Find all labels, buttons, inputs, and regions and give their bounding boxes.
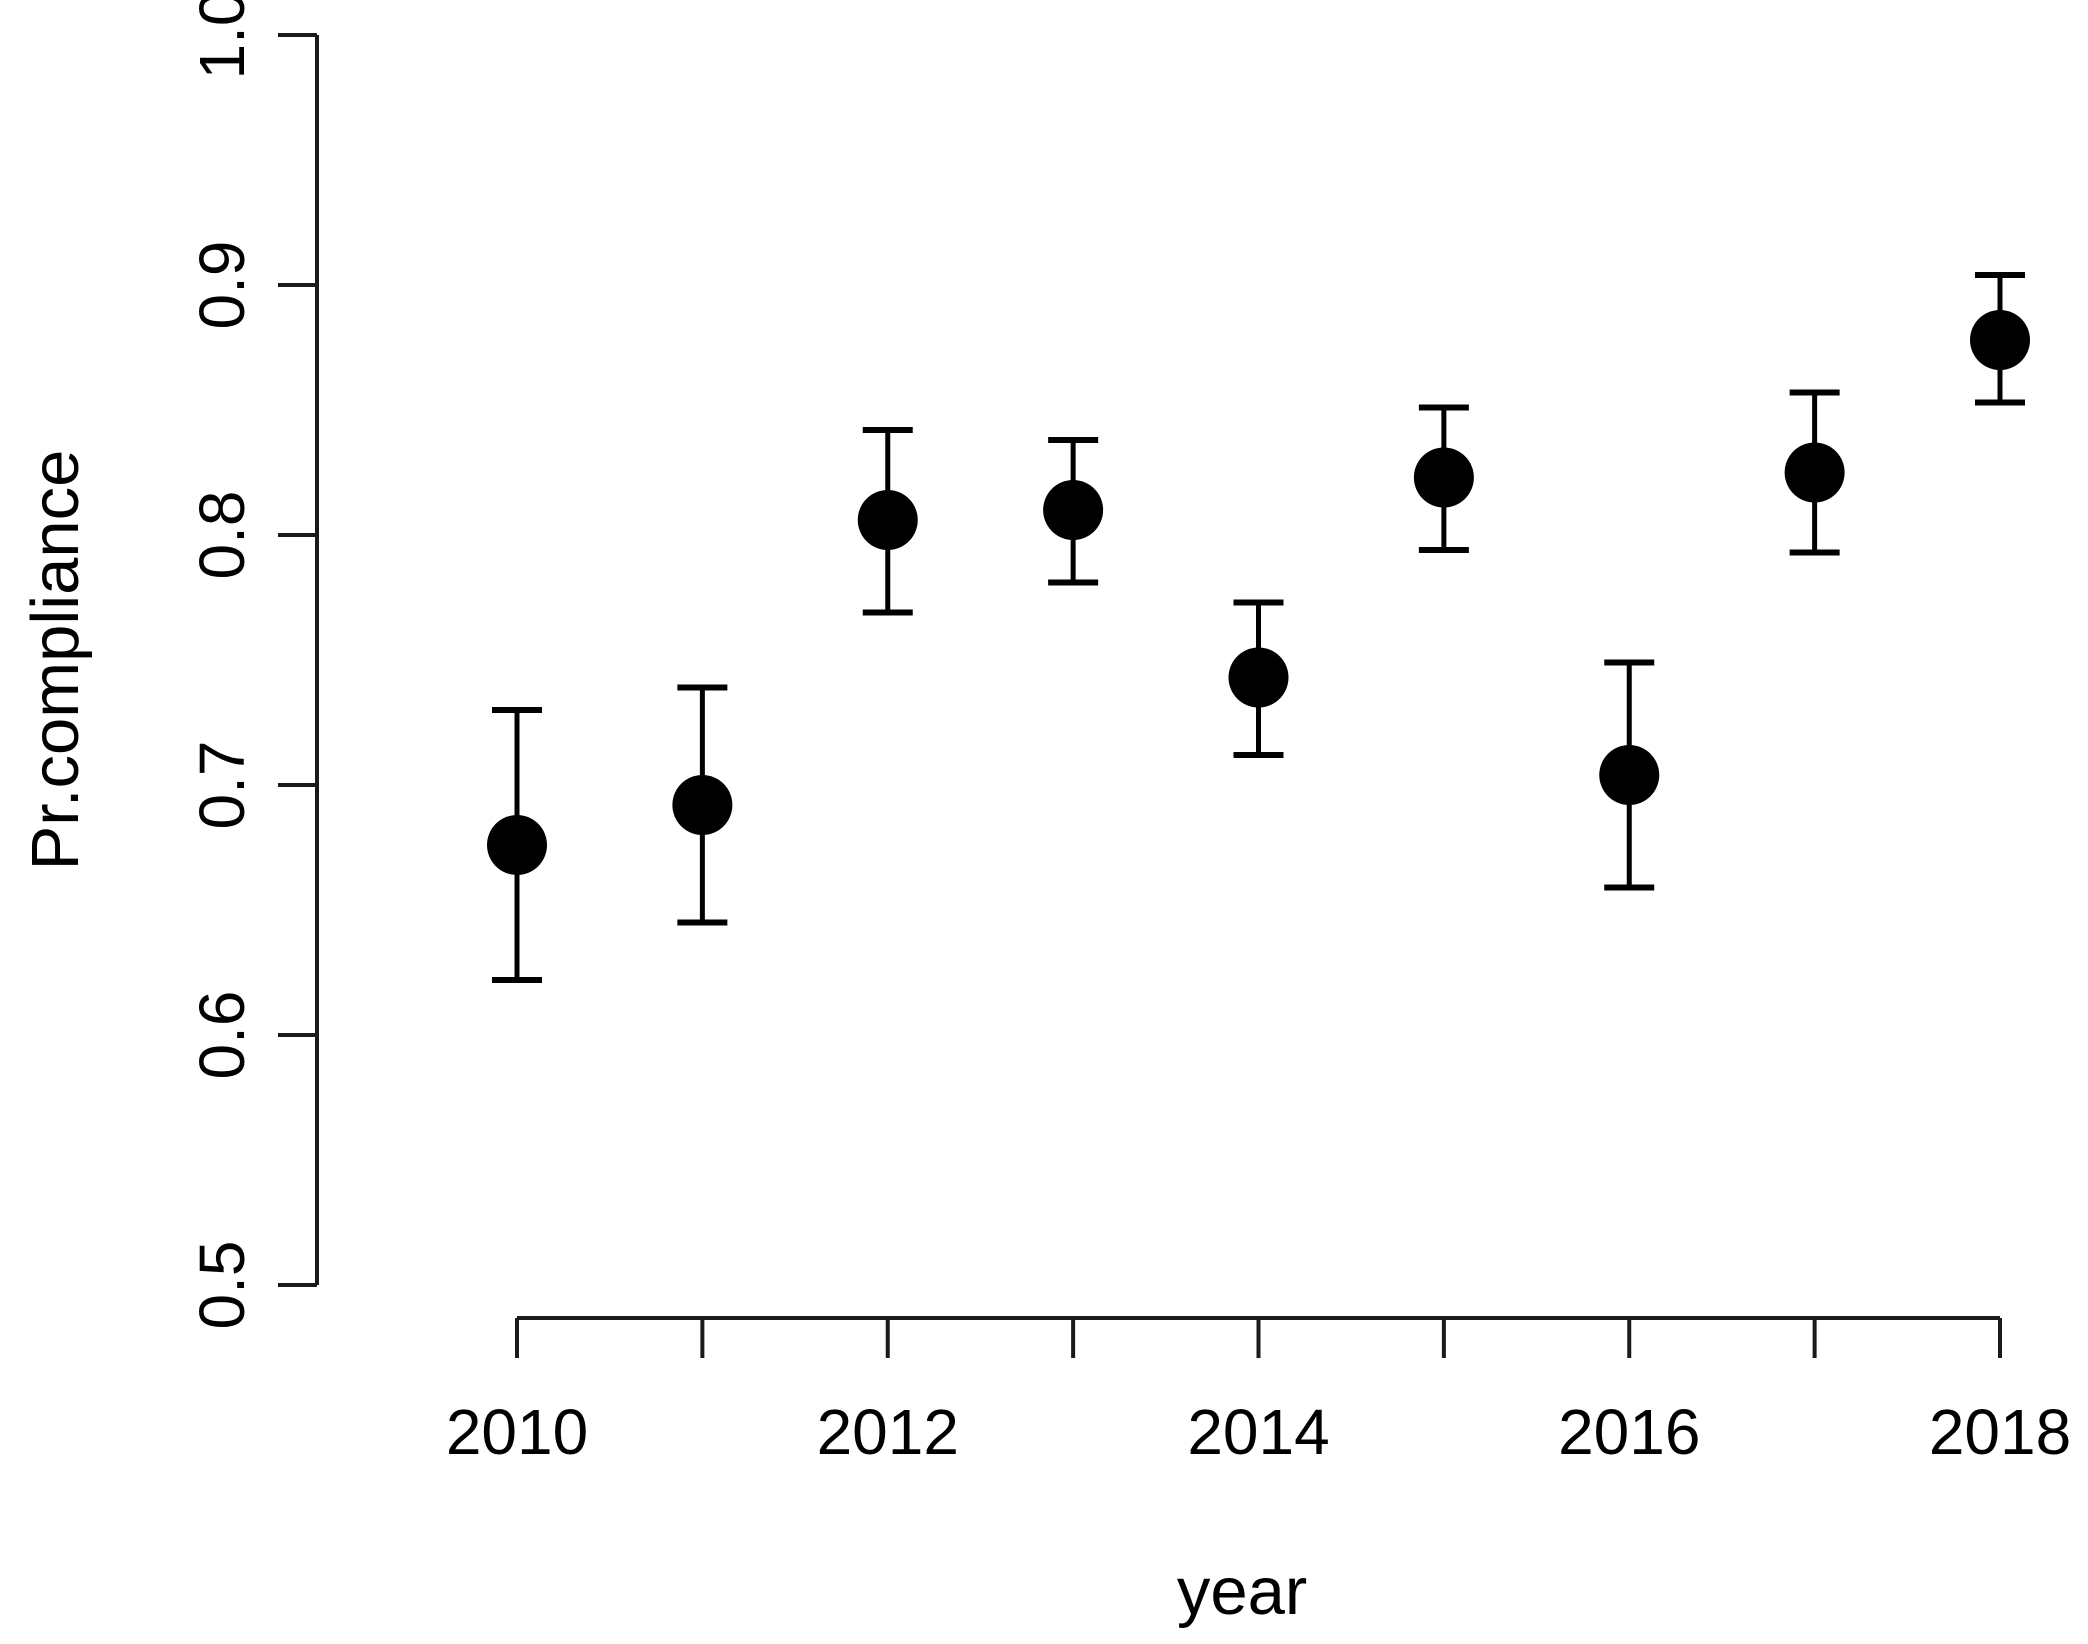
y-tick-label: 1.0 (186, 0, 258, 79)
data-point (1043, 480, 1104, 540)
data-point-group (857, 427, 918, 616)
data-point (1413, 447, 1474, 508)
data-series (487, 272, 2030, 983)
y-tick-label: 0.6 (186, 991, 258, 1080)
x-axis-title: year (1177, 1554, 1307, 1629)
data-point-group (1043, 437, 1104, 586)
x-tick-label: 2014 (1187, 1396, 1329, 1468)
x-tick-label: 2016 (1558, 1396, 1700, 1468)
data-point-group (487, 707, 547, 983)
data-point (487, 815, 547, 875)
data-point (1599, 745, 1660, 805)
data-point-group (1784, 389, 1845, 556)
data-point (1970, 310, 2030, 370)
data-point-group (1599, 659, 1660, 891)
data-point (1228, 647, 1289, 708)
y-tick-label: 0.5 (186, 1241, 258, 1330)
data-point (1784, 442, 1845, 503)
data-point-group (672, 684, 733, 926)
x-axis: 2010 2012 2014 2016 2018 (446, 1316, 2071, 1468)
x-tick-label: 2018 (1929, 1396, 2071, 1468)
y-axis-title: Pr.compliance (18, 450, 93, 871)
data-point-group (1413, 404, 1474, 553)
y-tick-label: 0.8 (186, 491, 258, 580)
y-axis: 0.5 0.6 0.7 0.8 0.9 1.0 (186, 0, 319, 1330)
data-point-group (1970, 272, 2030, 406)
x-tick-label: 2012 (817, 1396, 959, 1468)
y-tick-label: 0.7 (186, 741, 258, 830)
data-point-group (1228, 599, 1289, 758)
y-tick-label: 0.9 (186, 241, 258, 330)
data-point (857, 490, 918, 550)
data-point (672, 775, 733, 835)
x-tick-label: 2010 (446, 1396, 588, 1468)
